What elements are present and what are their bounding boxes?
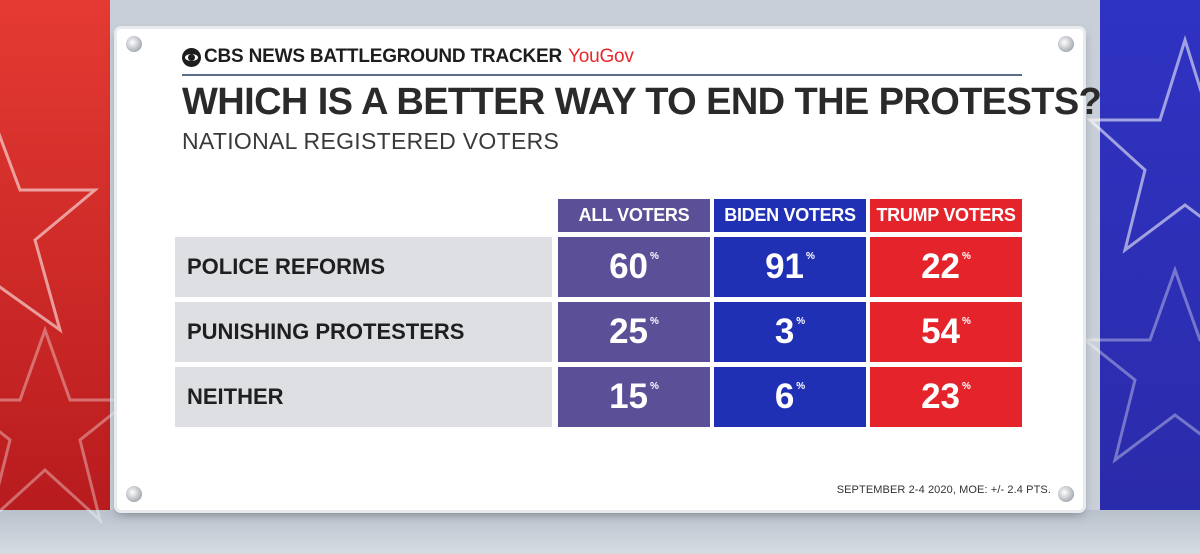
value-cell-biden-voters: 91% [714, 237, 866, 297]
percent-sign: % [796, 381, 806, 392]
value-cell-trump-voters: 23% [870, 367, 1022, 427]
star-outline-left-bottom [0, 325, 135, 525]
column-header-trump-voters: TRUMP VOTERS [870, 199, 1022, 232]
star-outline-left [0, 132, 100, 334]
value-cell-biden-voters: 6% [714, 367, 866, 427]
value-number: 6 [774, 377, 795, 416]
value-cell-all-voters: 15% [558, 367, 710, 427]
value-cell-all-voters: 60% [558, 237, 710, 297]
chart-subtitle: NATIONAL REGISTERED VOTERS [182, 128, 560, 154]
percent-sign: % [650, 251, 659, 262]
value-cell-biden-voters: 3% [714, 302, 866, 362]
brand-line: CBS NEWS BATTLEGROUND TRACKER YouGov [182, 44, 1022, 70]
bolt [1058, 486, 1074, 502]
cbs-eye-icon [182, 47, 201, 67]
bolt [126, 486, 142, 502]
value-number: 25 [609, 312, 649, 351]
value-cell-all-voters: 25% [558, 302, 710, 362]
star-outline-right-bottom [1080, 265, 1200, 464]
percent-sign: % [962, 316, 971, 327]
header-rule [182, 74, 1022, 76]
value-number: 91 [765, 247, 805, 286]
left-red-panel [0, 0, 110, 554]
column-header-biden-voters: BIDEN VOTERS [714, 199, 866, 232]
row-label: POLICE REFORMS [175, 237, 552, 297]
value-number: 15 [609, 377, 649, 416]
footer-note: SEPTEMBER 2-4 2020, MOE: +/- 2.4 PTS. [836, 484, 1051, 496]
row-label: PUNISHING PROTESTERS [175, 302, 552, 362]
chart-title: WHICH IS A BETTER WAY TO END THE PROTEST… [182, 81, 1102, 123]
value-number: 54 [921, 312, 961, 351]
percent-sign: % [650, 316, 659, 327]
partner-name: YouGov [568, 46, 634, 67]
right-blue-panel [1100, 0, 1200, 554]
row-label: NEITHER [175, 367, 552, 427]
percent-sign: % [806, 251, 815, 262]
percent-sign: % [962, 251, 971, 262]
star-outline-right [1086, 34, 1200, 254]
value-number: 3 [774, 312, 795, 351]
value-number: 23 [921, 377, 961, 416]
value-cell-trump-voters: 54% [870, 302, 1022, 362]
bolt [1058, 36, 1074, 52]
percent-sign: % [962, 381, 971, 392]
bolt [126, 36, 142, 52]
value-number: 22 [921, 247, 961, 286]
value-number: 60 [609, 247, 649, 286]
bottom-strip [0, 510, 1200, 554]
brand-name: CBS NEWS BATTLEGROUND TRACKER [204, 46, 563, 67]
column-header-all-voters: ALL VOTERS [558, 199, 710, 232]
value-cell-trump-voters: 22% [870, 237, 1022, 297]
percent-sign: % [650, 381, 659, 392]
percent-sign: % [796, 316, 806, 327]
board-header: CBS NEWS BATTLEGROUND TRACKER YouGov WHI… [182, 44, 1102, 155]
poll-board: CBS NEWS BATTLEGROUND TRACKER YouGov WHI… [117, 29, 1102, 510]
